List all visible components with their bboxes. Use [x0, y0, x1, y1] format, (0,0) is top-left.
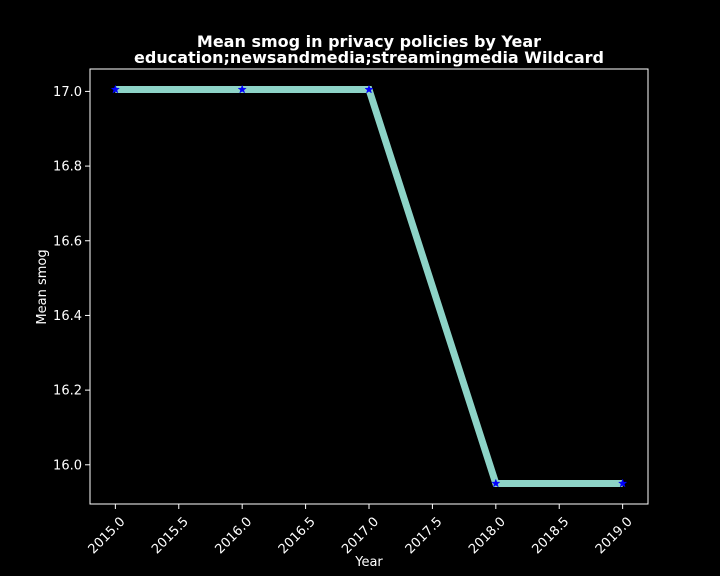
data-point-star	[364, 84, 374, 94]
data-point-star	[491, 478, 501, 488]
chart-title: Mean smog in privacy policies by Year	[197, 32, 541, 51]
data-point-star	[617, 478, 628, 488]
y-tick-label: 16.8	[53, 160, 82, 175]
x-axis-label: Year	[354, 555, 383, 570]
markers-layer	[110, 84, 628, 488]
y-tick-label: 16.4	[53, 309, 82, 324]
y-tick-label: 17.0	[53, 85, 82, 100]
data-point-star	[110, 84, 121, 94]
data-point-star	[237, 84, 247, 94]
y-axis-label: Mean smog	[35, 249, 50, 324]
y-tick-label: 16.2	[53, 384, 82, 399]
chart-subtitle: education;newsandmedia;streamingmedia Wi…	[134, 48, 604, 67]
y-tick-label: 16.6	[53, 234, 82, 249]
y-tick-label: 16.0	[53, 458, 82, 473]
